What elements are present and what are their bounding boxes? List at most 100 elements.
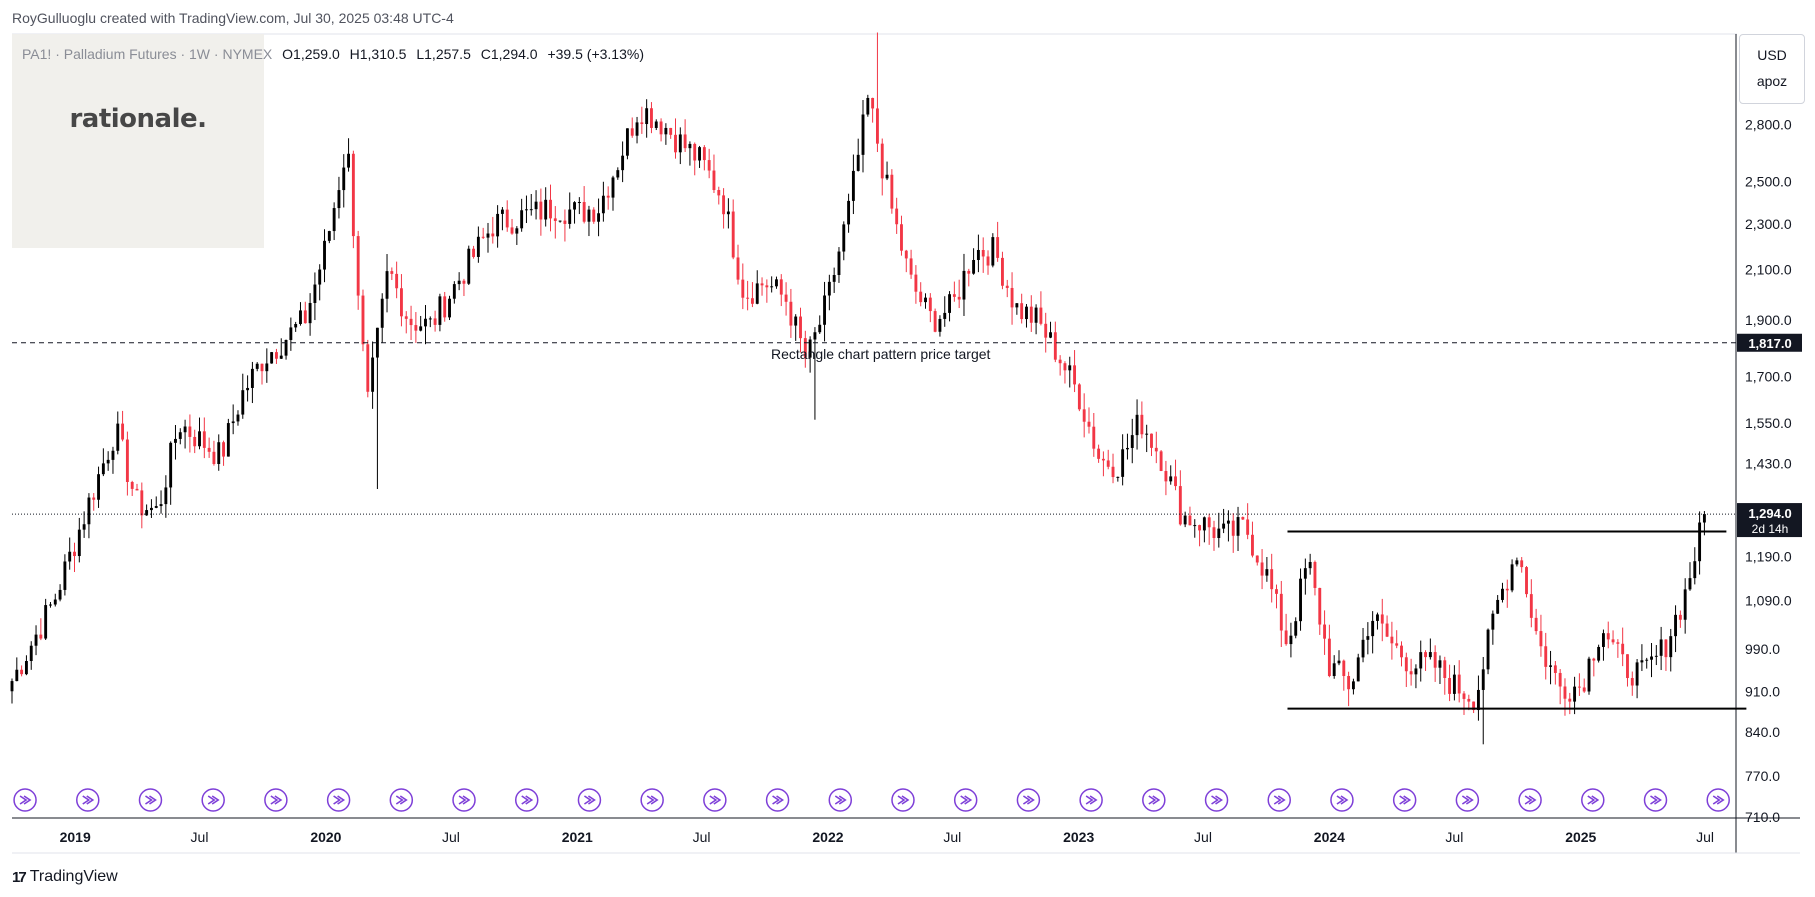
candle-body [1073,365,1077,385]
candle-body [241,390,245,415]
time-tick-label: Jul [191,829,209,845]
candle-body [1558,672,1562,687]
price-axis-settings[interactable]: USD apoz [1739,34,1805,104]
candle-body [1597,646,1601,661]
candle-body [972,259,976,274]
forward-arrows-icon [709,795,722,805]
candle-body [169,442,173,488]
tradingview-logo-icon: 17 [12,868,27,886]
candle-body [29,645,33,662]
candle-body [1630,678,1634,686]
candle-body [1087,421,1091,427]
candle-body [231,421,235,424]
candle-body [736,257,740,280]
forward-arrows-icon [1587,795,1600,805]
candle-body [861,114,865,155]
candle-body [318,269,322,285]
tradingview-branding[interactable]: 17 TradingView [12,868,118,886]
candle-body [462,280,466,284]
candle-body [1472,701,1476,711]
candle-body [361,295,365,345]
candle-body [34,634,38,646]
forward-arrows-icon [960,795,973,805]
candle-body [842,224,846,252]
forward-arrows-icon [82,795,95,805]
candle-body [39,634,43,639]
unit-label[interactable]: apoz [1756,73,1788,89]
candle-body [342,167,346,191]
candle-body [1702,514,1706,523]
candle-body [1428,652,1432,658]
candle-body [77,529,81,557]
candle-body [1693,561,1697,579]
candle-body [1020,303,1024,320]
candle-body [1534,617,1538,632]
candle-body [1414,668,1418,675]
candle-body [1121,449,1125,477]
candle-body [419,326,423,331]
candle-body [294,324,298,328]
candle-body [760,283,764,286]
candle-body [625,128,629,156]
candle-body [635,122,639,136]
symbol-legend[interactable]: PA1! · Palladium Futures · 1W · NYMEX O1… [22,46,644,62]
candle-body [270,352,274,364]
candle-body [125,439,129,482]
candle-body [1005,285,1009,288]
candle-body [20,669,24,675]
candle-body [1424,652,1427,658]
candle-body [135,488,139,491]
ohlc-close: C1,294.0 [480,46,538,62]
candle-body [337,190,341,209]
candle-body [500,209,504,214]
time-tick-label: Jul [1696,829,1714,845]
candle-body [1544,646,1548,667]
candle-body [1318,587,1322,625]
candle-body [308,302,312,324]
candle-body [1669,636,1673,658]
candle-body [832,274,836,282]
candle-body [515,228,519,234]
candle-body [1409,671,1413,675]
candle-body [202,431,206,448]
forward-arrows-icon [1211,795,1223,805]
watermark-logo: rationale. [12,34,264,248]
candle-body [63,561,67,590]
forward-arrows-icon [1273,795,1286,805]
candle-body [212,451,216,464]
candle-body [510,227,514,234]
candle-body [409,318,413,326]
candle-body [414,325,418,331]
candle-body [1097,448,1101,459]
price-tick-label: 1,090.0 [1745,593,1792,609]
candle-body [1563,686,1567,699]
candle-body [895,208,899,225]
candle-body [717,190,721,196]
candle-body [587,209,591,222]
candle-body [1351,681,1355,690]
currency-label[interactable]: USD [1757,47,1787,63]
candle-body [1650,656,1653,660]
candle-body [116,423,120,451]
candle-body [404,316,408,319]
candle-body [948,294,951,313]
candle-body [799,316,802,339]
candle-body [544,199,548,220]
candle-body [1159,451,1163,472]
candle-body [866,97,870,115]
candle-body [1275,589,1278,594]
candle-body [1010,287,1014,308]
candle-body [1294,621,1298,636]
symbol-name[interactable]: PA1! · Palladium Futures · 1W · NYMEX [22,46,273,62]
price-tick-label: 770.0 [1745,768,1780,784]
candle-body [476,236,480,257]
candle-body [645,108,649,125]
candle-body [1525,567,1528,595]
candle-body [101,463,105,475]
candle-body [1217,528,1221,538]
candle-body [371,357,375,392]
candle-body [1592,658,1596,661]
candle-body [49,604,52,606]
forward-arrows-icon [1148,795,1161,805]
